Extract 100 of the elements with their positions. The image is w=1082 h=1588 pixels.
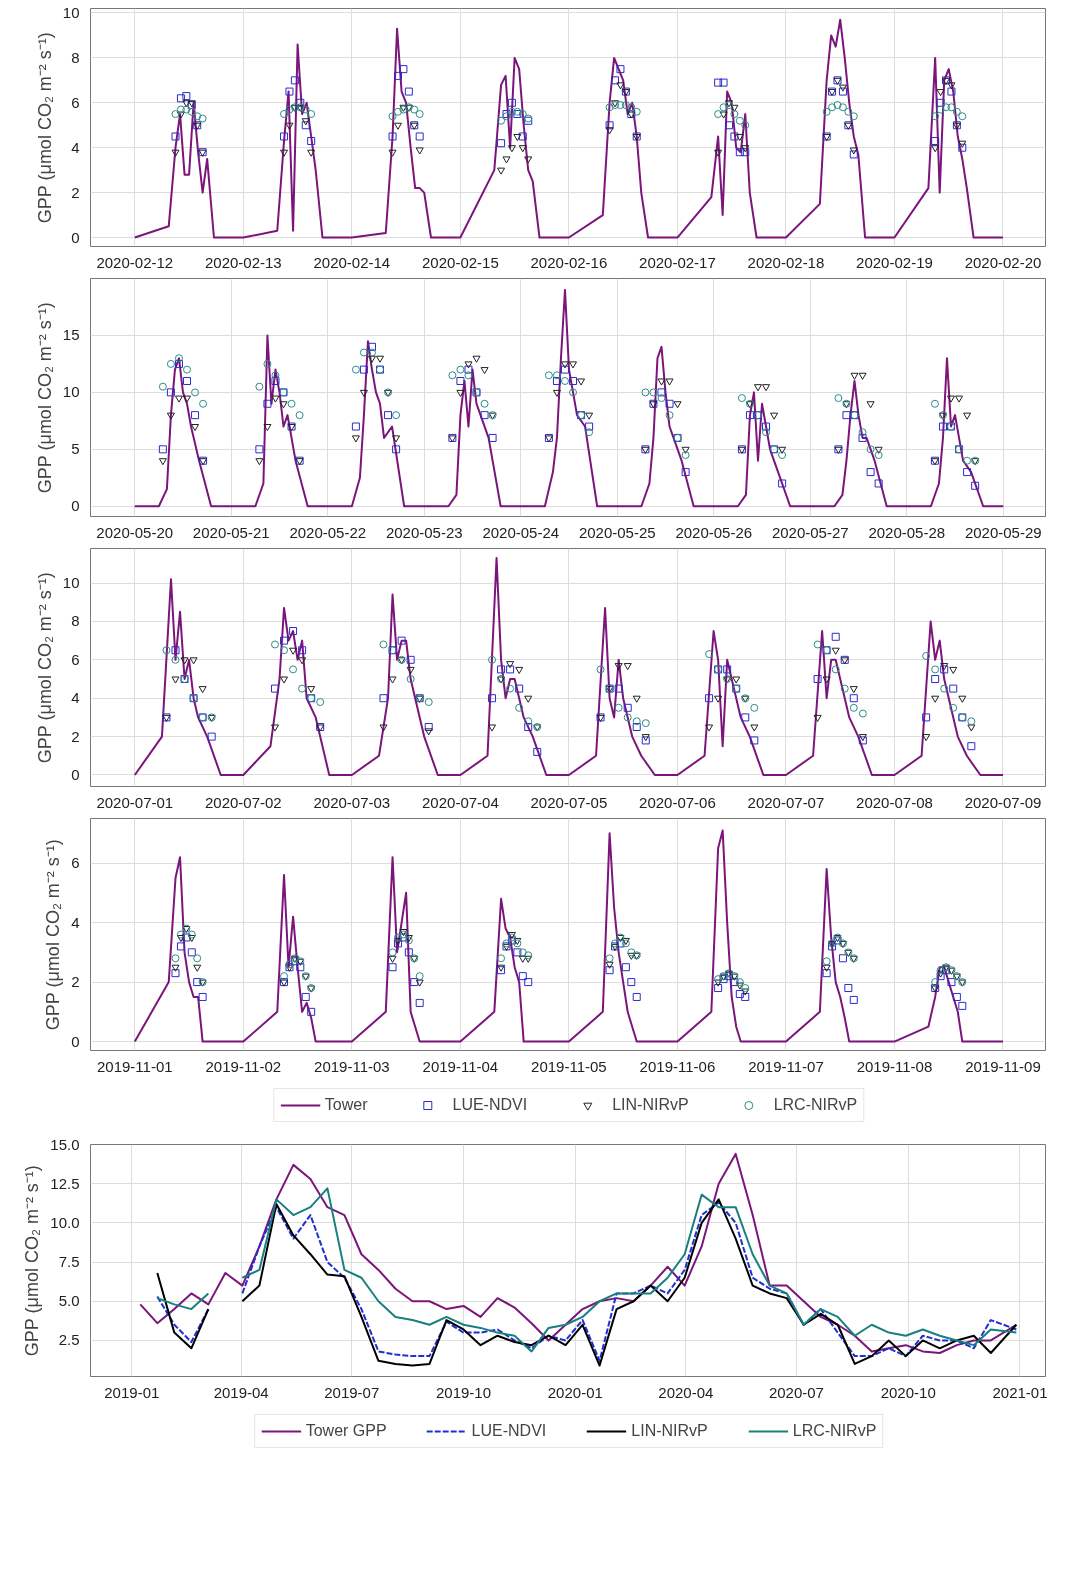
x-tick-label: 2020-02-16 [530,253,608,271]
point [949,666,958,674]
point [838,84,847,92]
point [379,724,388,732]
x-tick-label: 2020-07-06 [639,793,716,811]
x-tick-label: 2019-07 [324,1383,380,1401]
point [255,458,264,466]
x-tick-label: 2020-07 [768,1383,824,1401]
x-tick-label: 2020-07-02 [204,793,282,811]
point [424,728,433,736]
point [533,747,542,756]
point [838,954,847,963]
legend-label: Tower [324,1096,368,1114]
x-tick-label: 2020-05-23 [385,523,463,541]
point [723,665,732,674]
x-tick-label: 2020-05-21 [192,523,270,541]
point [280,646,289,655]
y-tick-label: 0 [71,228,80,246]
point [762,428,771,437]
point [187,107,196,116]
point [367,342,376,351]
point [849,995,858,1004]
point [822,969,831,978]
point [280,636,289,645]
point [931,136,940,145]
point [623,663,632,671]
y-axis-title: GPP (μmol CO₂ m⁻² s⁻¹) [22,1165,43,1357]
point [813,714,822,722]
point [415,979,424,987]
point [569,388,578,397]
x-tick-label: 2020-05-20 [96,523,174,541]
point [741,992,750,1001]
point [359,348,368,357]
y-tick-label: 4 [71,138,80,156]
y-tick-label: 4 [71,913,80,931]
point [388,955,397,963]
point [406,655,415,664]
point [171,954,180,963]
point [497,665,506,674]
point [518,145,527,153]
point [724,121,733,130]
point [657,388,666,397]
x-tick-label: 2020-02-17 [639,253,716,271]
point [627,103,636,112]
point [524,723,533,731]
point [193,112,202,121]
point [623,703,632,712]
y-tick-label: 10.0 [50,1213,80,1231]
point [741,145,750,153]
x-tick-label: 2020-07-07 [747,793,825,811]
x-tick-label: 2020-07-01 [96,793,174,811]
point [616,65,625,74]
point [410,978,419,987]
point [947,103,956,112]
point [649,388,658,397]
point [270,640,279,649]
y-tick-label: 10 [62,383,80,401]
point [922,651,931,660]
point [621,101,630,110]
point [307,686,316,694]
y-tick-label: 7.5 [58,1253,80,1271]
point [958,140,967,148]
point [263,424,272,432]
point [480,367,489,375]
point [298,657,307,665]
point [480,411,489,420]
point [301,121,310,130]
point [404,948,413,957]
point [641,388,650,397]
point [176,111,185,119]
point [518,948,527,957]
point [665,378,674,386]
point [513,948,522,957]
point [753,384,762,392]
point [665,399,674,408]
point [552,376,561,385]
point [705,650,714,659]
point [940,684,949,693]
point [351,365,360,374]
point [524,717,533,726]
x-tick-label: 2019-11-06 [639,1057,716,1075]
y-tick-label: 15.0 [50,1135,80,1153]
point [842,411,851,420]
point [840,684,849,693]
point [359,365,368,374]
point [641,719,650,728]
point [518,955,527,963]
x-tick-label: 2020-07-03 [313,793,391,811]
point [874,446,883,454]
point [280,149,289,157]
point [198,114,207,123]
point [393,71,402,80]
y-tick-label: 10 [62,3,80,21]
point [456,365,465,374]
point [605,966,614,975]
point [193,978,202,987]
point [714,110,723,119]
legend-label: LRC-NIRvP [773,1096,858,1114]
point [158,382,167,391]
point [813,675,822,684]
